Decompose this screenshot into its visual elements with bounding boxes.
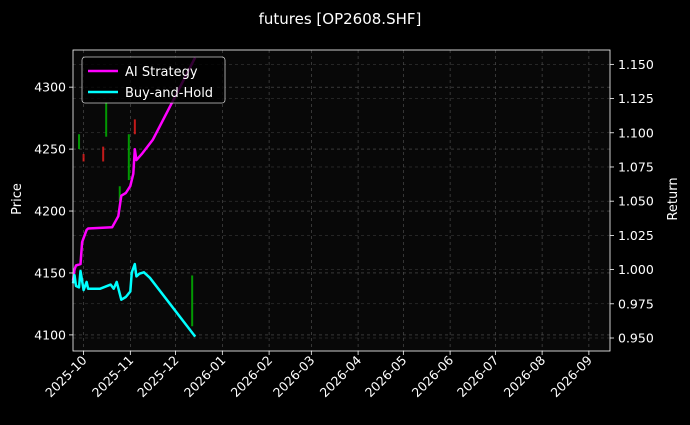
y-left-tick-label: 4150 [34,265,66,280]
price-candle [127,134,130,181]
y-left-tick-label: 4250 [34,142,66,157]
grid-layer [73,50,610,351]
y-left-tick-label: 4200 [34,204,66,219]
price-candle [105,102,108,137]
plot-frame [72,49,611,352]
y-right-tick-label: 1.075 [618,159,654,174]
y-left-axis-label: Price [10,183,25,215]
series-layer [71,56,197,338]
price-candle [133,119,136,135]
y-right-tick-label: 0.950 [618,331,654,346]
y-right-tick-label: 1.150 [618,57,654,72]
series-line-buy-and-hold [71,262,197,338]
y-left-tick-label: 4100 [34,327,66,342]
series-line-ai-strategy [71,56,197,281]
price-candle [82,154,85,162]
y-right-tick-label: 1.025 [618,228,654,243]
y-right-tick-label: 1.050 [618,194,654,209]
y-right-tick-label: 1.125 [618,91,654,106]
legend-label-ai-strategy: AI Strategy [125,65,198,80]
legend-label-buy-and-hold: Buy-and-Hold [125,86,213,101]
y-right-axis-label: Return [666,177,681,220]
price-candle [102,146,105,162]
y-right-tick-label: 1.100 [618,125,654,140]
y-left-tick-label: 4300 [34,80,66,95]
legend: AI Strategy Buy-and-Hold [81,56,226,104]
y-right-tick-label: 1.000 [618,262,654,277]
chart-title: futures [OP2608.SHF] [259,10,422,28]
price-candle [191,275,194,327]
price-candle [118,186,121,202]
price-candle [78,134,81,150]
y-right-tick-label: 0.975 [618,296,654,311]
candle-layer [78,102,194,327]
